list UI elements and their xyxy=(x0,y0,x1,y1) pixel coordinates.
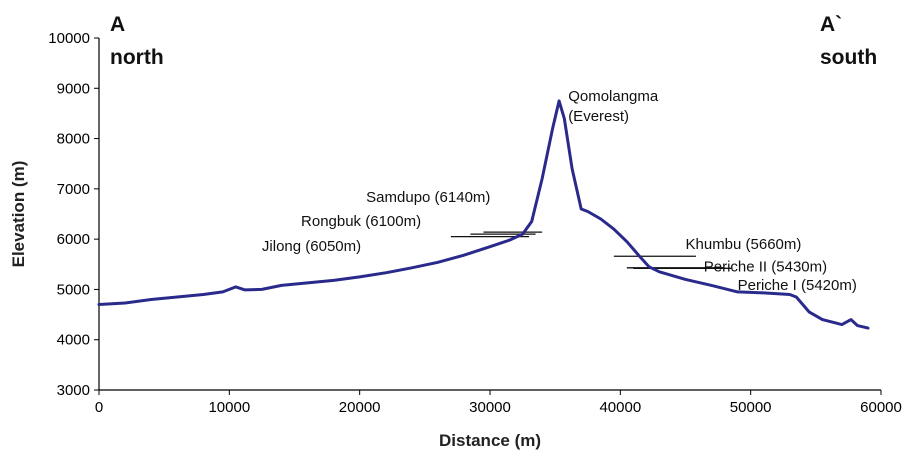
corner-right-letter: A` xyxy=(820,13,842,36)
x-tick-label: 20000 xyxy=(339,399,381,416)
annotation-label: Khumbu (5660m) xyxy=(686,236,802,253)
x-tick-label: 10000 xyxy=(208,399,250,416)
y-tick-label: 4000 xyxy=(57,332,90,349)
x-tick-label: 60000 xyxy=(860,399,902,416)
annotations: Qomolangma (Everest) Samdupo (6140m) Rongbu… xyxy=(262,88,857,294)
series-line xyxy=(97,99,870,330)
annotation-label: Periche I (5420m) xyxy=(738,277,857,294)
y-tick-label: 8000 xyxy=(57,131,90,148)
annotation-label: Qomolangma xyxy=(568,88,659,105)
annotation-label: Samdupo (6140m) xyxy=(366,189,490,206)
labels: Distance (m) Elevation (m) A north A` so… xyxy=(9,13,877,450)
annotation-label: (Everest) xyxy=(568,108,629,125)
corner-left-letter: A xyxy=(110,13,125,36)
y-tick-label: 5000 xyxy=(57,281,90,298)
series-group xyxy=(97,99,870,330)
corner-right-direction: south xyxy=(820,46,877,69)
axes: 3000 4000 5000 6000 7000 8000 9000 10000 0 10000 2… xyxy=(48,30,902,416)
annotation-label: Jilong (6050m) xyxy=(262,238,361,255)
annotation-label: Periche II (5430m) xyxy=(704,258,827,275)
y-tick-label: 7000 xyxy=(57,181,90,198)
y-tick-label: 6000 xyxy=(57,231,90,248)
x-tick-label: 30000 xyxy=(469,399,511,416)
corner-left-direction: north xyxy=(110,46,164,69)
y-tick-label: 3000 xyxy=(57,382,90,399)
x-tick-label: 50000 xyxy=(730,399,772,416)
x-tick-label: 0 xyxy=(95,399,103,416)
y-axis-title: Elevation (m) xyxy=(9,161,28,268)
y-tick-label: 10000 xyxy=(48,30,90,47)
y-tick-label: 9000 xyxy=(57,80,90,97)
annotation-label: Rongbuk (6100m) xyxy=(301,213,421,230)
x-tick-label: 40000 xyxy=(599,399,641,416)
x-axis-title: Distance (m) xyxy=(439,431,541,450)
